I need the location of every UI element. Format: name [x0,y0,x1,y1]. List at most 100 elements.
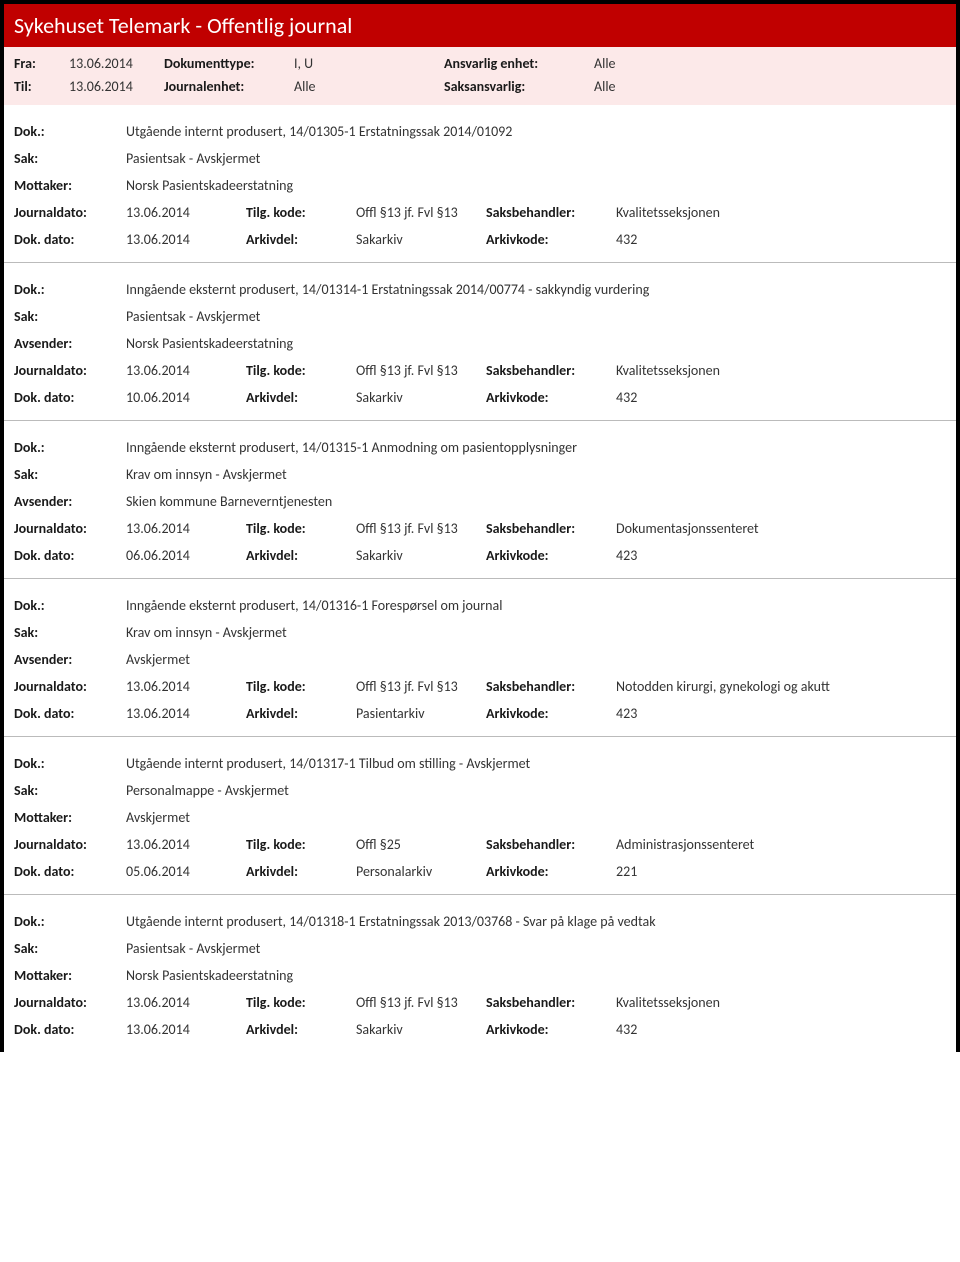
saksbehandler-value: Notodden kirurgi, gynekologi og akutt [616,678,946,695]
journaldato-value: 13.06.2014 [126,520,246,537]
party-label: Mottaker: [14,177,126,194]
page-title: Sykehuset Telemark - Offentlig journal [14,12,352,39]
dokdato-label: Dok. dato: [14,231,126,248]
dok-value: Utgående internt produsert, 14/01318-1 E… [126,913,946,930]
filter-header: Fra: 13.06.2014 Dokumenttype: I, U Ansva… [4,47,956,105]
sak-label: Sak: [14,150,126,167]
arkivkode-label: Arkivkode: [486,863,616,880]
dokdato-label: Dok. dato: [14,547,126,564]
saksbehandler-label: Saksbehandler: [486,994,616,1011]
tilgkode-value: Offl §13 jf. Fvl §13 [356,994,486,1011]
dok-label: Dok.: [14,913,126,930]
journal-entry: Dok.: Inngående eksternt produsert, 14/0… [4,263,956,421]
tilgkode-value: Offl §13 jf. Fvl §13 [356,362,486,379]
arkivdel-label: Arkivdel: [246,705,356,722]
page-container: Sykehuset Telemark - Offentlig journal F… [0,0,960,1052]
saksbehandler-label: Saksbehandler: [486,520,616,537]
dokdato-label: Dok. dato: [14,705,126,722]
sak-value: Krav om innsyn - Avskjermet [126,624,946,641]
sak-value: Krav om innsyn - Avskjermet [126,466,946,483]
journal-entry: Dok.: Inngående eksternt produsert, 14/0… [4,579,956,737]
arkivkode-value: 423 [616,547,946,564]
dokdato-value: 13.06.2014 [126,231,246,248]
dokdato-label: Dok. dato: [14,1021,126,1038]
saksbehandler-label: Saksbehandler: [486,362,616,379]
sak-label: Sak: [14,308,126,325]
party-value: Norsk Pasientskadeerstatning [126,335,946,352]
arkivkode-label: Arkivkode: [486,231,616,248]
dokdato-value: 13.06.2014 [126,705,246,722]
party-label: Avsender: [14,651,126,668]
dokumenttype-value: I, U [294,55,444,72]
journaldato-value: 13.06.2014 [126,678,246,695]
dokdato-label: Dok. dato: [14,389,126,406]
arkivdel-label: Arkivdel: [246,863,356,880]
arkivdel-value: Sakarkiv [356,1021,486,1038]
dokdato-value: 10.06.2014 [126,389,246,406]
fra-value: 13.06.2014 [69,55,164,72]
tilgkode-value: Offl §13 jf. Fvl §13 [356,520,486,537]
arkivkode-value: 432 [616,389,946,406]
tilgkode-label: Tilg. kode: [246,362,356,379]
party-label: Mottaker: [14,967,126,984]
tilgkode-label: Tilg. kode: [246,678,356,695]
til-label: Til: [14,78,69,95]
saksansvarlig-value: Alle [594,78,946,95]
party-label: Avsender: [14,335,126,352]
journal-entry: Dok.: Utgående internt produsert, 14/013… [4,895,956,1052]
entries-list: Dok.: Utgående internt produsert, 14/013… [4,105,956,1052]
party-value: Avskjermet [126,809,946,826]
dok-value: Inngående eksternt produsert, 14/01315-1… [126,439,946,456]
dok-label: Dok.: [14,755,126,772]
arkivdel-value: Sakarkiv [356,231,486,248]
arkivdel-label: Arkivdel: [246,1021,356,1038]
saksbehandler-value: Kvalitetsseksjonen [616,204,946,221]
saksansvarlig-label: Saksansvarlig: [444,78,594,95]
sak-value: Personalmappe - Avskjermet [126,782,946,799]
party-value: Norsk Pasientskadeerstatning [126,967,946,984]
arkivdel-value: Sakarkiv [356,547,486,564]
journalenhet-label: Journalenhet: [164,78,294,95]
tilgkode-value: Offl §25 [356,836,486,853]
dok-value: Inngående eksternt produsert, 14/01316-1… [126,597,946,614]
arkivdel-label: Arkivdel: [246,547,356,564]
arkivkode-value: 432 [616,231,946,248]
title-bar: Sykehuset Telemark - Offentlig journal [4,4,956,47]
saksbehandler-value: Kvalitetsseksjonen [616,994,946,1011]
arkivdel-label: Arkivdel: [246,231,356,248]
dok-label: Dok.: [14,281,126,298]
arkivkode-label: Arkivkode: [486,389,616,406]
party-label: Avsender: [14,493,126,510]
journalenhet-value: Alle [294,78,444,95]
sak-label: Sak: [14,624,126,641]
tilgkode-label: Tilg. kode: [246,994,356,1011]
tilgkode-label: Tilg. kode: [246,520,356,537]
sak-label: Sak: [14,466,126,483]
journaldato-label: Journaldato: [14,836,126,853]
tilgkode-value: Offl §13 jf. Fvl §13 [356,678,486,695]
tilgkode-value: Offl §13 jf. Fvl §13 [356,204,486,221]
dok-label: Dok.: [14,439,126,456]
saksbehandler-value: Kvalitetsseksjonen [616,362,946,379]
arkivkode-label: Arkivkode: [486,547,616,564]
journal-entry: Dok.: Utgående internt produsert, 14/013… [4,737,956,895]
til-value: 13.06.2014 [69,78,164,95]
arkivdel-label: Arkivdel: [246,389,356,406]
arkivdel-value: Personalarkiv [356,863,486,880]
journal-entry: Dok.: Inngående eksternt produsert, 14/0… [4,421,956,579]
arkivdel-value: Pasientarkiv [356,705,486,722]
dokdato-value: 13.06.2014 [126,1021,246,1038]
journal-entry: Dok.: Utgående internt produsert, 14/013… [4,105,956,263]
journaldato-label: Journaldato: [14,678,126,695]
sak-value: Pasientsak - Avskjermet [126,150,946,167]
journaldato-value: 13.06.2014 [126,836,246,853]
fra-label: Fra: [14,55,69,72]
arkivkode-value: 423 [616,705,946,722]
tilgkode-label: Tilg. kode: [246,836,356,853]
saksbehandler-label: Saksbehandler: [486,836,616,853]
arkivkode-label: Arkivkode: [486,1021,616,1038]
tilgkode-label: Tilg. kode: [246,204,356,221]
ansvarlig-enhet-label: Ansvarlig enhet: [444,55,594,72]
dok-value: Utgående internt produsert, 14/01305-1 E… [126,123,946,140]
dokdato-value: 06.06.2014 [126,547,246,564]
